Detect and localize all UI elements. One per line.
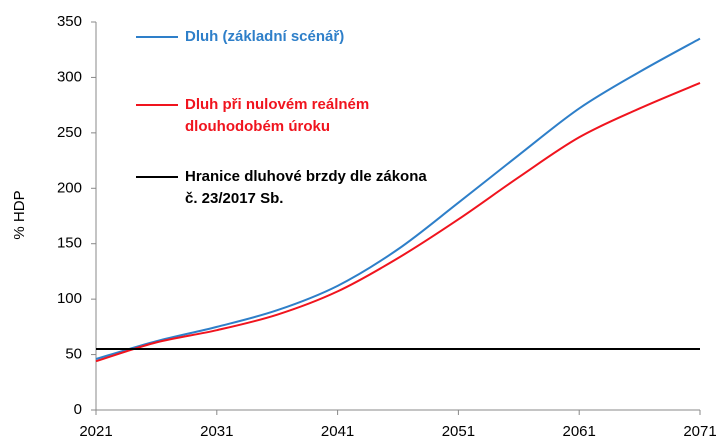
y-tick-label: 100: [57, 290, 82, 307]
x-tick-label: 2031: [200, 423, 233, 440]
series-line: [95, 82, 701, 363]
y-tick-label: 0: [74, 401, 82, 418]
x-tick-label: 2061: [563, 423, 596, 440]
y-tick-label: 350: [57, 13, 82, 30]
x-tick-label: 2051: [442, 423, 475, 440]
legend-label: Dluh (základní scénář): [185, 28, 345, 45]
y-tick-label: 250: [57, 124, 82, 141]
x-tick-label: 2041: [321, 423, 354, 440]
y-tick-label: 50: [65, 346, 82, 363]
series-line: [95, 37, 701, 360]
y-tick-label: 150: [57, 235, 82, 252]
y-tick-label: 300: [57, 68, 82, 85]
y-tick-label: 200: [57, 179, 82, 196]
x-tick-label: 2071: [683, 423, 716, 440]
y-axis-label: % HDP: [11, 190, 28, 239]
legend-label: Dluh při nulovém reálném dlouhodobém úro…: [185, 96, 370, 135]
x-tick-label: 2021: [79, 423, 112, 440]
legend-label: Hranice dluhové brzdy dle zákona č. 23/2…: [185, 168, 427, 207]
